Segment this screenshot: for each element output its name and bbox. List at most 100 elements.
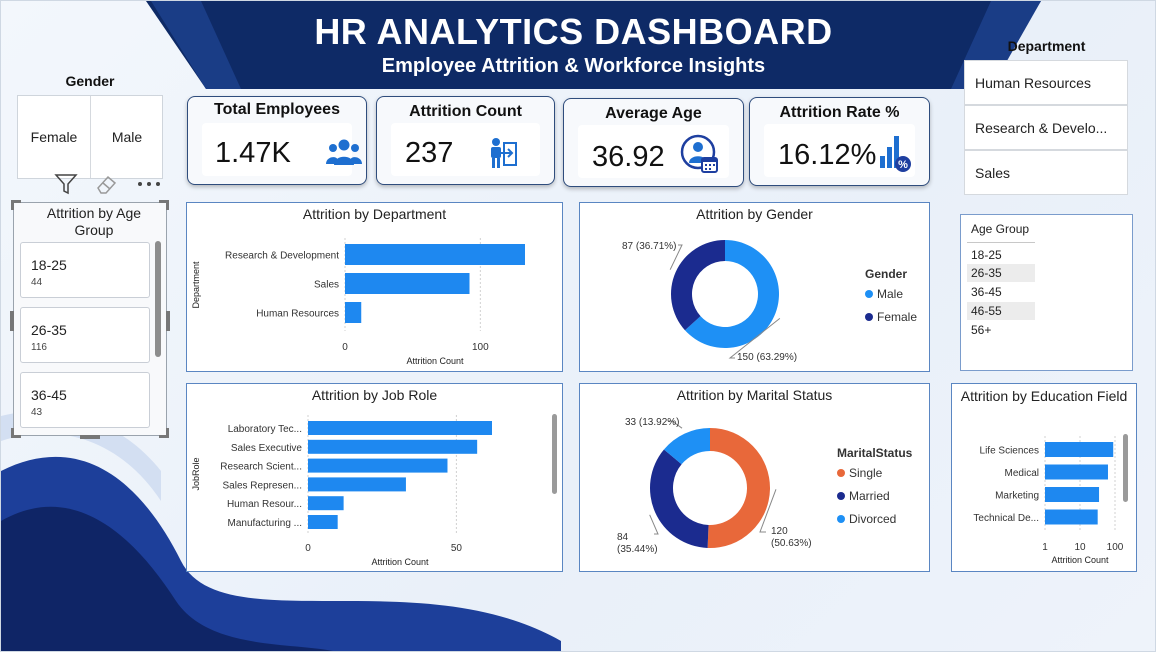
leader-line <box>649 514 659 535</box>
eraser-icon[interactable] <box>93 171 119 197</box>
department-option[interactable]: Sales <box>964 150 1128 195</box>
age-tile[interactable]: 18-25 44 <box>20 242 150 298</box>
age-tile[interactable]: 26-35 116 <box>20 307 150 363</box>
legend-marker <box>837 515 845 523</box>
department-option[interactable]: Human Resources <box>964 60 1128 105</box>
legend-marker <box>837 492 845 500</box>
y-tick-label: Manufacturing ... <box>228 518 302 529</box>
bar <box>1045 464 1108 480</box>
x-tick-label: 1 <box>1042 542 1048 553</box>
department-bar-chart: 0 100 Research & Development Sales Human Res… <box>191 238 525 366</box>
job-role-scrollbar[interactable] <box>552 414 557 494</box>
education-scrollbar[interactable] <box>1123 434 1128 502</box>
chart-attrition-by-job-role: Attrition by Job Role 0 50 Laboratory Tec.… <box>186 383 563 572</box>
visual-toolbar <box>51 169 171 197</box>
legend-label: Married <box>849 489 890 503</box>
education-bar-chart: 1 10 100 Life Sciences Medical Marketing Techn… <box>973 436 1124 565</box>
age-tiles-scrollbar[interactable] <box>155 241 161 357</box>
legend-label: Single <box>849 466 883 480</box>
kpi-label: Average Age <box>605 105 702 122</box>
chart-title: Attrition by Gender <box>696 206 813 222</box>
data-label: 150 (63.29%) <box>737 352 797 363</box>
chart-attrition-by-education-field: Attrition by Education Field 1 10 100 Life … <box>951 383 1137 572</box>
person-calendar-icon <box>680 134 718 173</box>
kpi-value: 237 <box>405 137 454 169</box>
kpi-label: Attrition Rate % <box>779 104 900 121</box>
leader-line <box>668 420 683 429</box>
y-tick-label: Human Resources <box>256 309 339 320</box>
x-tick-label: 100 <box>1107 542 1124 553</box>
filter-icon[interactable] <box>53 171 79 197</box>
age-attrition-visual[interactable]: Attrition by Age Group 18-25 44 26-35 11… <box>10 200 170 439</box>
age-group-option[interactable]: 18-25 <box>971 248 1002 262</box>
bar <box>1045 487 1100 502</box>
legend-title: Gender <box>865 267 907 281</box>
bar <box>308 439 478 454</box>
y-tick-label: Technical De... <box>973 513 1039 524</box>
gender-option-female[interactable]: Female <box>18 96 91 178</box>
age-group-option[interactable]: 56+ <box>971 323 992 337</box>
resize-handle[interactable] <box>10 311 14 331</box>
age-tile-label: 26-35 <box>31 322 67 338</box>
kpi-value: 1.47K <box>215 137 291 169</box>
age-group-option[interactable]: 26-35 <box>967 264 1035 282</box>
y-axis-title: Department <box>191 261 201 309</box>
header: HR ANALYTICS DASHBOARD Employee Attritio… <box>206 11 941 78</box>
exit-person-icon <box>491 138 517 168</box>
kpi-label: Total Employees <box>214 101 340 118</box>
kpi-value: 36.92 <box>592 141 665 173</box>
resize-handle[interactable] <box>11 200 21 210</box>
gender-slicer: Gender Female Male <box>17 73 163 179</box>
y-tick-label: Research & Development <box>225 251 339 262</box>
resize-handle[interactable] <box>166 311 170 331</box>
age-tile-value: 43 <box>31 407 43 418</box>
data-label: 87 (36.71%) <box>622 241 676 252</box>
data-label: 120 <box>771 526 788 537</box>
resize-handle[interactable] <box>80 435 100 439</box>
age-group-option[interactable]: 36-45 <box>971 285 1002 299</box>
age-tile[interactable]: 36-45 43 <box>20 372 150 428</box>
age-group-option[interactable]: 46-55 <box>967 302 1035 320</box>
y-tick-label: Sales <box>314 280 339 291</box>
kpi-average-age: Average Age 36.92 <box>563 98 744 187</box>
donut-slice <box>684 240 779 348</box>
resize-handle[interactable] <box>159 428 169 438</box>
y-tick-label: Life Sciences <box>980 446 1039 457</box>
legend-marker <box>837 469 845 477</box>
gender-donut-chart: 150 (63.29%) 87 (36.71%) Gender Male Female <box>622 240 917 363</box>
bar <box>1045 442 1114 457</box>
donut-slice <box>707 428 770 548</box>
x-tick-label: 10 <box>1074 542 1086 553</box>
x-tick-label: 0 <box>305 543 311 554</box>
resize-handle[interactable] <box>11 428 21 438</box>
age-tile-value: 44 <box>31 277 43 288</box>
svg-text:%: % <box>898 159 908 171</box>
legend-title: MaritalStatus <box>837 446 913 460</box>
gender-slicer-box: Female Male <box>17 95 163 179</box>
x-axis-title: Attrition Count <box>1051 555 1109 565</box>
y-axis-title: JobRole <box>191 457 201 490</box>
data-label: 33 (13.92%) <box>625 417 679 428</box>
chart-title: Attrition by Education Field <box>960 388 1128 404</box>
y-tick-label: Human Resour... <box>227 499 302 510</box>
chart-title: Attrition by Department <box>302 206 447 222</box>
bar <box>345 273 470 294</box>
bar <box>308 515 338 529</box>
kpi-label: Attrition Count <box>409 103 522 120</box>
more-options-icon[interactable] <box>135 171 163 197</box>
kpi-attrition-count: Attrition Count 237 <box>376 96 555 185</box>
data-label: (50.63%) <box>771 538 812 549</box>
y-tick-label: Medical <box>1005 468 1039 479</box>
job-role-bar-chart: 0 50 Laboratory Tec... Sales Executive Resea… <box>191 415 492 567</box>
y-tick-label: Sales Executive <box>231 443 303 454</box>
people-icon <box>326 139 362 165</box>
department-slicer: Department Human Resources Research & De… <box>964 38 1129 198</box>
legend-marker <box>865 290 873 298</box>
gender-option-male[interactable]: Male <box>111 129 143 145</box>
bar-percent-icon: % <box>880 136 911 172</box>
resize-handle[interactable] <box>159 200 169 210</box>
chart-title: Attrition by Job Role <box>311 387 438 403</box>
kpi-total-employees: Total Employees 1.47K <box>187 96 367 185</box>
department-option[interactable]: Research & Develo... <box>964 105 1128 150</box>
